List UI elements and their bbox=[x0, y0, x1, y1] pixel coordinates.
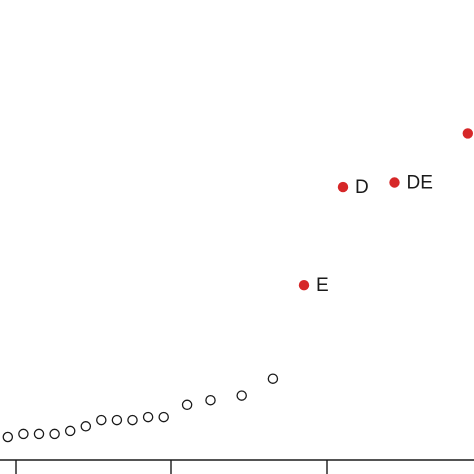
filled-point-4 bbox=[462, 128, 473, 139]
open-point-1 bbox=[2, 431, 14, 443]
open-point-5 bbox=[64, 425, 76, 437]
point-labels: E D DE bbox=[316, 173, 433, 297]
open-point-7 bbox=[96, 414, 107, 426]
open-point-6 bbox=[80, 421, 92, 432]
open-point-4 bbox=[49, 428, 60, 440]
open-point-10 bbox=[142, 411, 154, 423]
open-point-2 bbox=[18, 428, 29, 440]
open-point-11 bbox=[158, 411, 169, 423]
open-point-8 bbox=[111, 414, 123, 426]
filled-point-1 bbox=[298, 280, 310, 291]
open-point-9 bbox=[127, 414, 138, 426]
filled-point-3 bbox=[389, 177, 400, 188]
open-points bbox=[2, 373, 279, 443]
point-label-e: E bbox=[316, 275, 329, 296]
open-point-12 bbox=[181, 399, 193, 411]
open-point-14 bbox=[236, 390, 247, 401]
point-label-d: D bbox=[355, 177, 369, 198]
open-point-3 bbox=[33, 428, 45, 440]
open-point-13 bbox=[205, 394, 216, 406]
filled-points bbox=[298, 128, 473, 291]
point-label-de: DE bbox=[407, 173, 433, 194]
axis-layer bbox=[0, 459, 474, 474]
open-point-15 bbox=[267, 373, 279, 384]
filled-point-2 bbox=[337, 181, 349, 193]
